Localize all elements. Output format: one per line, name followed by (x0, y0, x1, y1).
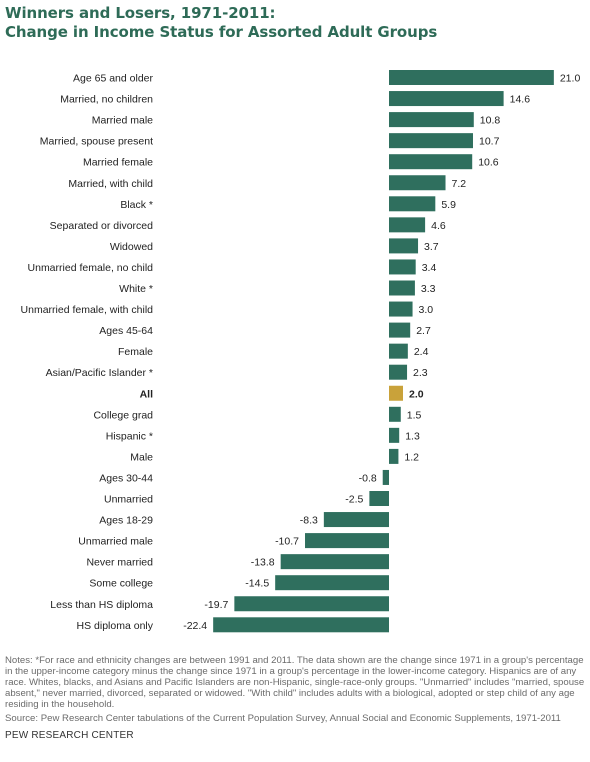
category-label: College grad (93, 409, 153, 421)
category-label: Married, with child (68, 178, 153, 190)
category-label: HS diploma only (77, 620, 154, 632)
category-label: Ages 45-64 (99, 325, 153, 337)
category-label: Married, spouse present (40, 136, 153, 148)
bar (389, 385, 403, 401)
bar (389, 343, 408, 359)
value-label: 2.4 (414, 346, 429, 358)
category-label: Unmarried female, with child (21, 304, 154, 316)
category-label: Black * (120, 199, 153, 211)
bar (213, 617, 389, 633)
bar (389, 259, 416, 275)
value-label: 4.6 (431, 220, 446, 232)
value-label: 2.7 (416, 325, 431, 337)
category-label: Male (130, 451, 153, 463)
bar (389, 238, 419, 254)
value-label: -13.8 (251, 557, 275, 569)
value-label: -14.5 (245, 578, 269, 590)
bar (389, 427, 400, 443)
category-label: White * (119, 283, 153, 295)
value-label: -19.7 (204, 599, 228, 611)
category-label: Female (118, 346, 153, 358)
value-label: -10.7 (275, 536, 299, 548)
value-label: -2.5 (345, 494, 363, 506)
chart-title-line2: Change in Income Status for Assorted Adu… (5, 23, 438, 41)
value-label: 1.5 (407, 409, 422, 421)
bar (389, 448, 399, 464)
value-label: 1.2 (404, 451, 419, 463)
bar (323, 512, 389, 528)
value-label: -0.8 (359, 472, 377, 484)
bar (389, 91, 504, 107)
value-label: 7.2 (452, 178, 467, 190)
category-label: Unmarried (104, 494, 153, 506)
bar (382, 469, 389, 485)
bar (389, 70, 554, 85)
footer-credit: PEW RESEARCH CENTER (5, 730, 134, 741)
bar (369, 491, 389, 506)
category-label: Unmarried female, no child (28, 262, 154, 274)
value-label: -22.4 (183, 620, 207, 632)
value-label: 21.0 (560, 73, 581, 85)
bar (389, 322, 411, 338)
value-label: 10.7 (479, 136, 500, 148)
bar (389, 217, 426, 233)
category-label: Married, no children (60, 94, 153, 106)
category-label: Married male (92, 115, 153, 127)
value-label: 1.3 (405, 430, 420, 442)
value-label: 10.8 (480, 115, 501, 127)
category-label: Unmarried male (78, 536, 153, 548)
category-label: Ages 18-29 (99, 515, 153, 527)
bar (389, 175, 446, 191)
category-label: All (140, 388, 154, 400)
bar (389, 301, 413, 317)
value-label: 3.0 (419, 304, 434, 316)
category-label: Less than HS diploma (50, 599, 153, 611)
category-label: Ages 30-44 (99, 472, 153, 484)
bar (389, 406, 401, 422)
category-label: Age 65 and older (73, 73, 153, 85)
value-label: 5.9 (441, 199, 456, 211)
bar (389, 280, 415, 296)
chart-title-line1: Winners and Losers, 1971-2011: (5, 4, 276, 22)
category-label: Married female (83, 157, 153, 169)
bar (280, 554, 389, 570)
value-label: -8.3 (300, 515, 318, 527)
bar (275, 575, 389, 591)
bar (389, 133, 473, 149)
category-label: Asian/Pacific Islander * (46, 367, 153, 379)
bar (389, 154, 473, 170)
value-label: 3.7 (424, 241, 439, 253)
bar (389, 196, 436, 212)
chart-title: Winners and Losers, 1971-2011: Change in… (5, 4, 585, 42)
value-label: 2.3 (413, 367, 428, 379)
value-label: 3.3 (421, 283, 436, 295)
value-label: 3.4 (422, 262, 437, 274)
bar (389, 112, 474, 128)
bar-chart: Age 65 and older 21.0 Married, no children… (21, 70, 581, 633)
category-label: Never married (86, 557, 153, 569)
value-label: 14.6 (510, 94, 531, 106)
category-label: Some college (89, 578, 153, 590)
category-label: Hispanic * (106, 430, 153, 442)
bar (389, 364, 408, 380)
category-label: Separated or divorced (50, 220, 153, 232)
chart-notes: Notes: *For race and ethnicity changes a… (5, 655, 585, 710)
bar (234, 596, 389, 612)
value-label: 2.0 (409, 388, 424, 400)
value-label: 10.6 (478, 157, 499, 169)
chart-source: Source: Pew Research Center tabulations … (5, 713, 561, 724)
category-label: Widowed (110, 241, 153, 253)
bar (305, 533, 389, 549)
